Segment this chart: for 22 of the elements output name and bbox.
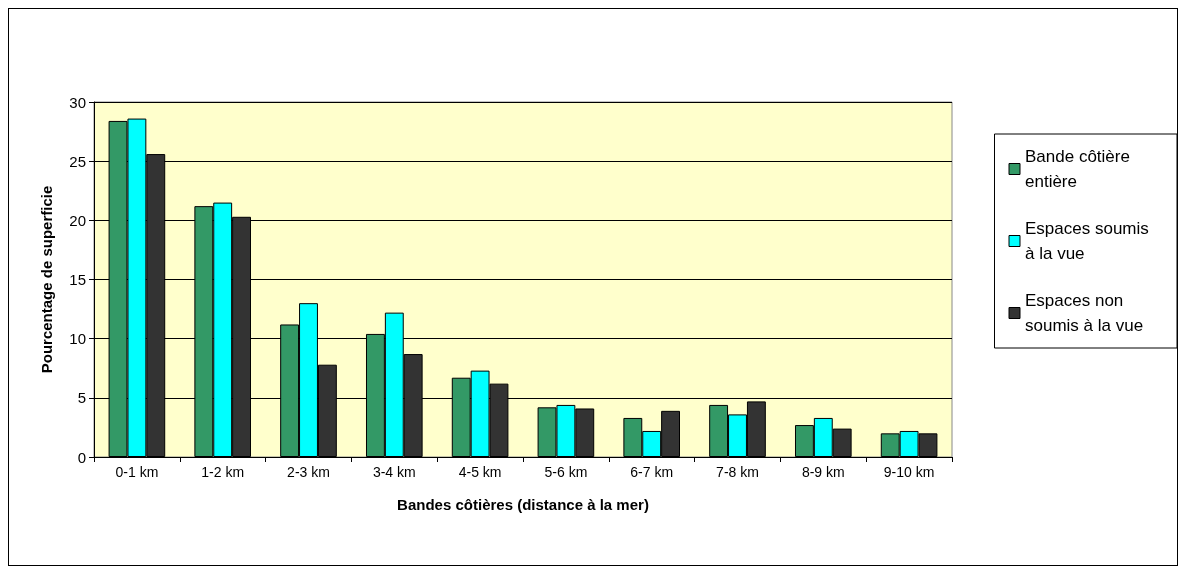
x-tick-label: 1-2 km: [201, 464, 245, 480]
x-tick-label: 2-3 km: [287, 464, 330, 480]
legend-label: Espaces soumis à la vue: [1025, 219, 1154, 263]
x-tick-label: 3-4 km: [372, 464, 416, 480]
y-tick-label: 30: [69, 93, 86, 111]
y-axis-title: Pourcentage de superficie: [38, 185, 55, 374]
x-tick-label: 7-8 km: [716, 464, 759, 480]
x-tick-label: 4-5 km: [458, 464, 502, 480]
y-tick-label: 15: [69, 271, 86, 288]
legend-label: Espaces non soumis à la vue: [1025, 291, 1144, 335]
y-tick-label: 20: [69, 211, 86, 229]
x-tick-label: 8-9 km: [801, 464, 845, 480]
x-tick-label: 6-7 km: [630, 464, 674, 480]
y-tick-label: 5: [77, 389, 86, 407]
x-tick-label: 0-1 km: [115, 464, 159, 480]
y-tick-label: 25: [69, 152, 86, 170]
y-tick-label: 10: [69, 330, 86, 348]
x-tick-label: 5-6 km: [544, 464, 588, 480]
x-axis-title: Bandes côtières (distance à la mer): [397, 496, 649, 513]
legend-label: Bande côtière entière: [1025, 147, 1135, 191]
x-tick-label: 9-10 km: [883, 464, 935, 480]
y-tick-label: 0: [77, 448, 86, 466]
